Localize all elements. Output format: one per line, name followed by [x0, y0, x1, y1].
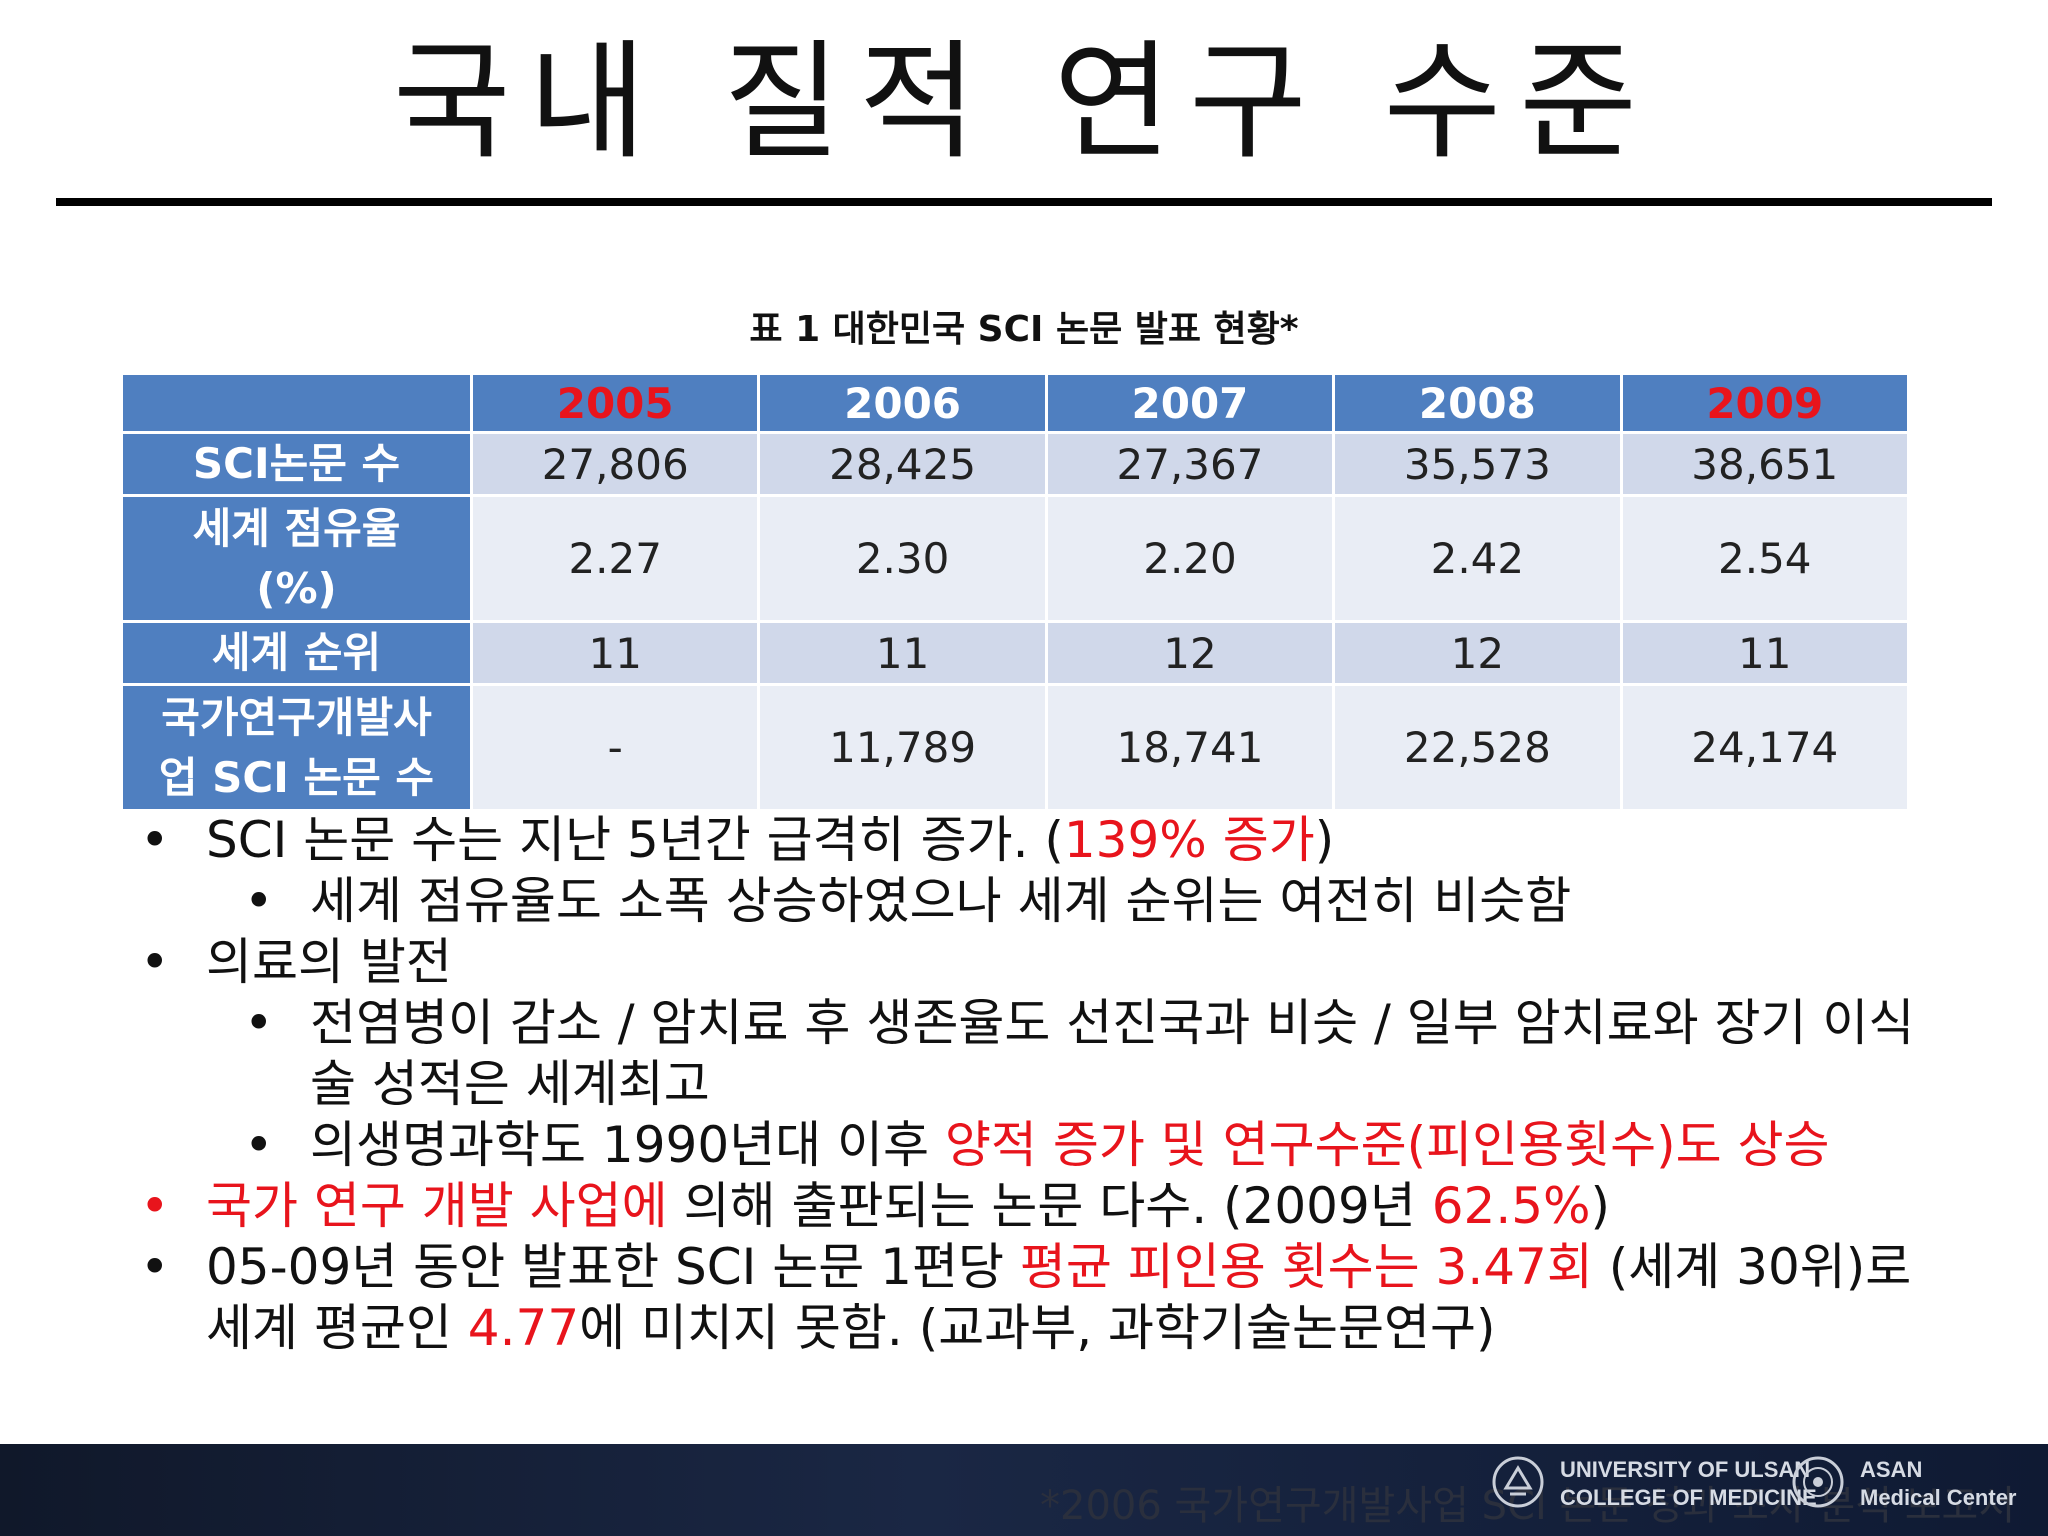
logo-line: ASAN — [1860, 1457, 1923, 1482]
footnote: *2006 국가연구개발사업 SCI 논문 성과 조사 분석 보고서 — [1040, 1483, 2016, 1529]
bullet-dot-icon: • — [140, 1177, 170, 1235]
list-item: • 전염병이 감소 / 암치료 후 생존율도 선진국과 비슷 / 일부 암치료와… — [140, 993, 1920, 1115]
bullet-list: • SCI 논문 수는 지난 5년간 급격히 증가. (139% 증가) • 세… — [140, 810, 1920, 1359]
footer-bar — [0, 1444, 2048, 1536]
list-item: • 의생명과학도 1990년대 이후 양적 증가 및 연구수준(피인용횟수)도 … — [140, 1115, 1920, 1176]
row-label-line: 국가연구개발사 — [161, 692, 432, 742]
table-cell: 27,367 — [1044, 431, 1336, 497]
bullet-dot-icon: • — [244, 1116, 274, 1174]
table-cell: 35,573 — [1332, 431, 1623, 497]
bullet-text: SCI 논문 수는 지난 5년간 급격히 증가. ( — [206, 811, 1064, 869]
logo-line: Medical Center — [1860, 1485, 2017, 1510]
table-cell: 12 — [1332, 620, 1623, 686]
table-cell: 24,174 — [1619, 683, 1911, 812]
table-row: 세계 순위 11 11 12 12 11 — [120, 620, 1911, 686]
table-row: 세계 점유율 (%) 2.27 2.30 2.20 2.42 2.54 — [120, 494, 1911, 623]
table-cell: 11 — [757, 620, 1048, 686]
list-item: • 세계 점유율도 소폭 상승하였으나 세계 순위는 여전히 비슷함 — [140, 871, 1920, 932]
list-item: • SCI 논문 수는 지난 5년간 급격히 증가. (139% 증가) — [140, 810, 1920, 871]
table-cell: 2.54 — [1619, 494, 1911, 623]
row-label-line: (%) — [256, 563, 337, 613]
bullet-highlight: 4.77 — [467, 1299, 580, 1357]
table-cell: 38,651 — [1619, 431, 1911, 497]
bullet-highlight: 평균 피인용 횟수는 3.47회 — [1019, 1238, 1593, 1296]
row-label-sci-papers: SCI논문 수 — [120, 431, 473, 497]
row-label-line: 업 SCI 논문 수 — [158, 752, 435, 802]
table-cell: 28,425 — [757, 431, 1048, 497]
slide-title: 국내 질적 연구 수준 — [392, 28, 1656, 177]
row-label-world-rank: 세계 순위 — [120, 620, 473, 686]
year-header-2006: 2006 — [757, 372, 1048, 434]
bullet-text: ) — [1590, 1177, 1611, 1235]
bullet-text: 에 미치지 못함. (교과부, 과학기술논문연구) — [579, 1299, 1496, 1357]
year-header-2008: 2008 — [1332, 372, 1623, 434]
bullet-dot-icon: • — [140, 811, 170, 869]
asan-emblem-icon — [1792, 1456, 1844, 1508]
row-label-line: 세계 점유율 — [192, 503, 401, 553]
bullet-text: ) — [1314, 811, 1335, 869]
bullet-text: 의료의 발전 — [206, 933, 452, 991]
row-label-line: SCI논문 수 — [192, 439, 401, 488]
bullet-dot-icon: • — [244, 994, 274, 1052]
table-cell: 27,806 — [469, 431, 761, 497]
year-header-2007: 2007 — [1044, 372, 1336, 434]
bullet-text: 의해 출판되는 논문 다수. (2009년 — [667, 1177, 1432, 1235]
table-cell: 2.30 — [757, 494, 1048, 623]
table-corner-cell — [120, 372, 473, 434]
list-item: • 국가 연구 개발 사업에 의해 출판되는 논문 다수. (2009년 62.… — [140, 1176, 1920, 1237]
bullet-text: 세계 점유율도 소폭 상승하였으나 세계 순위는 여전히 비슷함 — [310, 872, 1572, 930]
list-item: • 05-09년 동안 발표한 SCI 논문 1편당 평균 피인용 횟수는 3.… — [140, 1237, 1920, 1359]
row-label-world-share: 세계 점유율 (%) — [120, 494, 473, 623]
table-row: SCI논문 수 27,806 28,425 27,367 35,573 38,6… — [120, 431, 1911, 497]
table-caption: 표 1 대한민국 SCI 논문 발표 현황* — [749, 309, 1299, 350]
bullet-text: 전염병이 감소 / 암치료 후 생존율도 선진국과 비슷 / 일부 암치료와 장… — [310, 994, 1915, 1113]
bullet-dot-icon: • — [244, 872, 274, 930]
list-item: • 의료의 발전 — [140, 932, 1920, 993]
table-cell: 12 — [1044, 620, 1336, 686]
table-cell: 18,741 — [1044, 683, 1336, 812]
bullet-highlight: 양적 증가 및 연구수준(피인용횟수)도 상승 — [944, 1116, 1830, 1174]
table-cell: 22,528 — [1332, 683, 1623, 812]
table-cell: 11 — [469, 620, 761, 686]
bullet-text: 05-09년 동안 발표한 SCI 논문 1편당 — [206, 1238, 1020, 1296]
bullet-text: (세계 30위)로 세계 평균인 — [206, 1238, 1912, 1357]
bullet-highlight: 139% 증가 — [1063, 811, 1315, 869]
table-header-row: 2005 2006 2007 2008 2009 — [120, 372, 1911, 434]
bullet-highlight: 62.5% — [1431, 1177, 1591, 1235]
table-cell: - — [469, 683, 761, 812]
sci-stats-table: 2005 2006 2007 2008 2009 SCI논문 수 27,806 … — [120, 372, 1911, 812]
table-cell: 2.42 — [1332, 494, 1623, 623]
row-label-line: 세계 순위 — [211, 628, 382, 677]
ulsan-emblem-icon — [1492, 1456, 1544, 1508]
table-cell: 11 — [1619, 620, 1911, 686]
title-divider — [56, 198, 1992, 206]
year-header-2005: 2005 — [469, 372, 761, 434]
bullet-highlight: 국가 연구 개발 사업에 — [206, 1177, 668, 1235]
bullet-dot-icon: • — [140, 1238, 170, 1296]
table-cell: 2.27 — [469, 494, 761, 623]
bullet-dot-icon: • — [140, 933, 170, 991]
bullet-text: 의생명과학도 1990년대 이후 — [310, 1116, 945, 1174]
logo-line: COLLEGE OF MEDICINE — [1560, 1485, 1817, 1510]
table-cell: 2.20 — [1044, 494, 1336, 623]
year-header-2009: 2009 — [1619, 372, 1911, 434]
logo-line: UNIVERSITY OF ULSAN — [1560, 1457, 1811, 1482]
table-cell: 11,789 — [757, 683, 1048, 812]
